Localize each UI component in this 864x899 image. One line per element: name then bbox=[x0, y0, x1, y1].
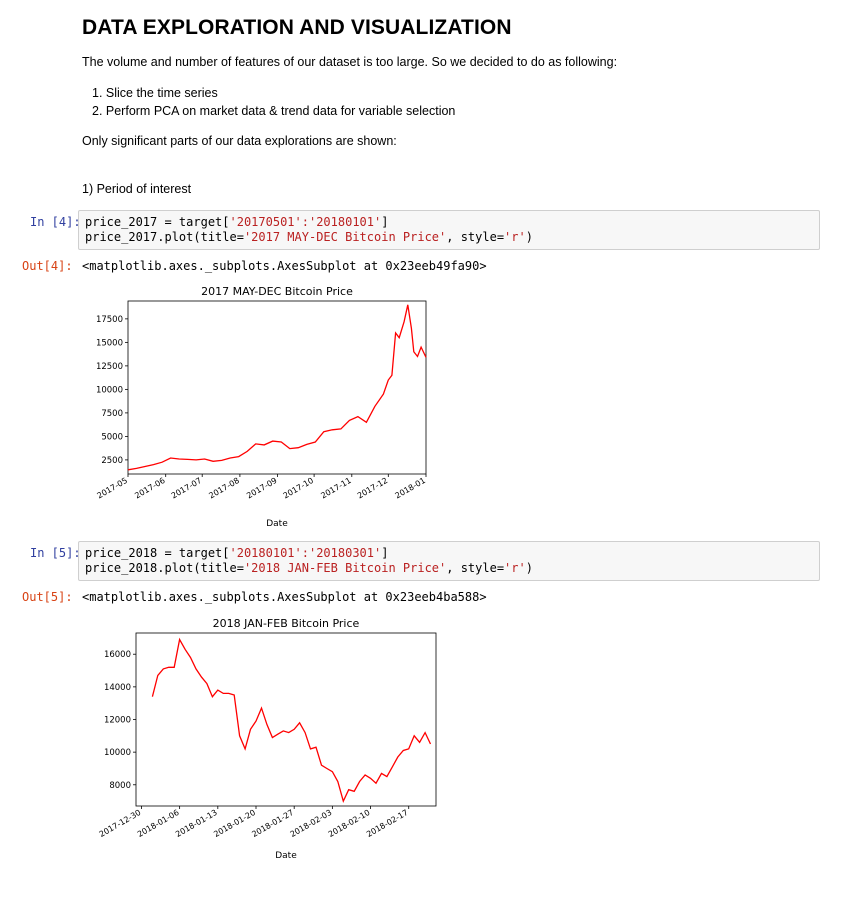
code-cell[interactable]: price_2018 = target['20180101':'20180301… bbox=[78, 541, 820, 581]
code-string: '2018 JAN-FEB Bitcoin Price' bbox=[243, 561, 447, 575]
code-text: ] bbox=[381, 215, 389, 229]
code-string: '20170501':'20180101' bbox=[229, 215, 382, 229]
code-text: price_2018.plot(title= bbox=[85, 561, 244, 575]
plot-area bbox=[135, 632, 437, 807]
section-label: 1) Period of interest bbox=[82, 182, 192, 196]
x-tick-label: 2018-02-17 bbox=[365, 808, 410, 839]
output-text: <matplotlib.axes._subplots.AxesSubplot a… bbox=[82, 590, 487, 604]
list-item: 2. Perform PCA on market data & trend da… bbox=[92, 104, 456, 118]
x-axis-label: Date bbox=[266, 519, 288, 529]
x-tick-label: 2017-12 bbox=[356, 476, 389, 501]
code-text: price_2017.plot(title= bbox=[85, 230, 244, 244]
x-tick-label: 2017-12-30 bbox=[98, 808, 143, 839]
code-string: 'r' bbox=[504, 230, 526, 244]
y-tick-label: 10000 bbox=[104, 748, 131, 758]
y-tick-label: 10000 bbox=[96, 385, 123, 395]
out-prompt: Out[4]: bbox=[22, 259, 73, 273]
x-tick-label: 2018-01-06 bbox=[136, 808, 181, 839]
x-tick-label: 2017-10 bbox=[282, 476, 315, 501]
list-item: 1. Slice the time series bbox=[92, 86, 218, 100]
x-axis-label: Date bbox=[275, 851, 297, 861]
code-text: , style= bbox=[446, 561, 505, 575]
y-tick-label: 16000 bbox=[104, 650, 131, 660]
chart-2017: 2017 MAY-DEC Bitcoin Price 2500 5000 7500 10… bbox=[96, 285, 427, 529]
series-line bbox=[151, 637, 432, 803]
x-tick-label: 2017-07 bbox=[170, 476, 203, 501]
x-tick-label: 2017-06 bbox=[133, 476, 166, 501]
x-tick-label: 2017-11 bbox=[319, 476, 352, 501]
code-text: ) bbox=[525, 561, 533, 575]
chart-title: 2017 MAY-DEC Bitcoin Price bbox=[201, 285, 353, 298]
note-text: Only significant parts of our data explo… bbox=[82, 134, 397, 148]
code-text: , style= bbox=[446, 230, 505, 244]
out-prompt: Out[5]: bbox=[22, 590, 73, 604]
series-line bbox=[127, 304, 427, 471]
code-string: '2017 MAY-DEC Bitcoin Price' bbox=[243, 230, 447, 244]
x-tick-label: 2017-05 bbox=[96, 476, 129, 501]
y-tick-label: 5000 bbox=[101, 432, 123, 442]
page-title: DATA EXPLORATION AND VISUALIZATION bbox=[82, 16, 512, 39]
y-tick-label: 12000 bbox=[104, 716, 131, 726]
plot-area bbox=[127, 300, 427, 475]
x-tick-label: 2018-01-27 bbox=[250, 808, 295, 839]
code-string: 'r' bbox=[504, 561, 526, 575]
code-text: ] bbox=[381, 546, 389, 560]
x-tick-label: 2018-02-03 bbox=[289, 808, 334, 839]
x-tick-label: 2018-01 bbox=[394, 476, 427, 501]
y-tick-label: 7500 bbox=[101, 409, 123, 419]
y-tick-label: 14000 bbox=[104, 683, 131, 693]
in-prompt: In [5]: bbox=[30, 546, 81, 560]
chart-2018: 2018 JAN-FEB Bitcoin Price 8000 10000 12000… bbox=[98, 617, 437, 861]
in-prompt: In [4]: bbox=[30, 215, 81, 229]
code-string: '20180101':'20180301' bbox=[229, 546, 382, 560]
code-text: price_2018 = target[ bbox=[85, 546, 230, 560]
x-tick-label: 2018-02-10 bbox=[327, 808, 372, 839]
code-cell[interactable]: price_2017 = target['20170501':'20180101… bbox=[78, 210, 820, 250]
y-tick-label: 15000 bbox=[96, 338, 123, 348]
y-tick-label: 12500 bbox=[96, 362, 123, 372]
x-tick-label: 2018-01-20 bbox=[212, 808, 257, 839]
code-text: price_2017 = target[ bbox=[85, 215, 230, 229]
y-tick-label: 8000 bbox=[109, 781, 131, 791]
chart-title: 2018 JAN-FEB Bitcoin Price bbox=[213, 617, 360, 630]
output-text: <matplotlib.axes._subplots.AxesSubplot a… bbox=[82, 259, 487, 273]
x-tick-label: 2018-01-13 bbox=[174, 808, 219, 839]
intro-text: The volume and number of features of our… bbox=[82, 55, 618, 69]
code-text: ) bbox=[525, 230, 533, 244]
steps-list: 1. Slice the time series 2. Perform PCA … bbox=[92, 84, 455, 120]
y-tick-label: 17500 bbox=[96, 315, 123, 325]
x-tick-label: 2017-08 bbox=[207, 476, 240, 501]
x-tick-label: 2017-09 bbox=[245, 476, 278, 501]
y-tick-label: 2500 bbox=[101, 456, 123, 466]
